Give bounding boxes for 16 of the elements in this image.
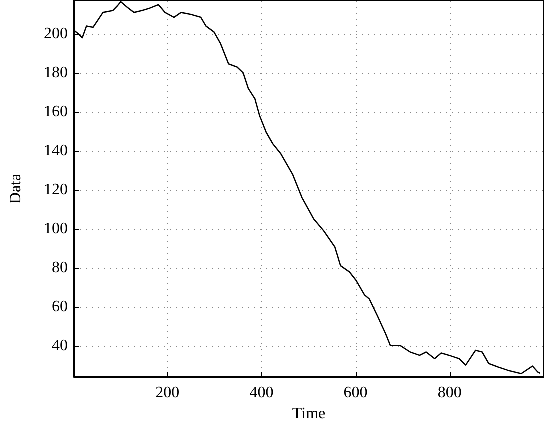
y-tick-label: 200 <box>44 26 68 43</box>
y-tick-label: 80 <box>52 259 68 276</box>
y-tick-label: 120 <box>44 181 68 198</box>
y-tick-label: 100 <box>44 220 68 238</box>
x-tick-label: 400 <box>250 384 274 402</box>
x-tick-label: 800 <box>438 384 462 402</box>
y-tick-label: 140 <box>44 142 68 160</box>
y-tick-label: 40 <box>52 337 68 354</box>
y-tick-label: 60 <box>52 298 68 316</box>
line-series <box>74 1 541 375</box>
x-axis-title: Time <box>292 405 326 422</box>
y-tick-label: 160 <box>44 104 68 121</box>
x-tick-label: 600 <box>344 384 368 402</box>
y-axis-title: Data <box>8 174 24 204</box>
y-tick-label: 180 <box>44 64 68 82</box>
x-tick-label: 200 <box>156 384 180 402</box>
